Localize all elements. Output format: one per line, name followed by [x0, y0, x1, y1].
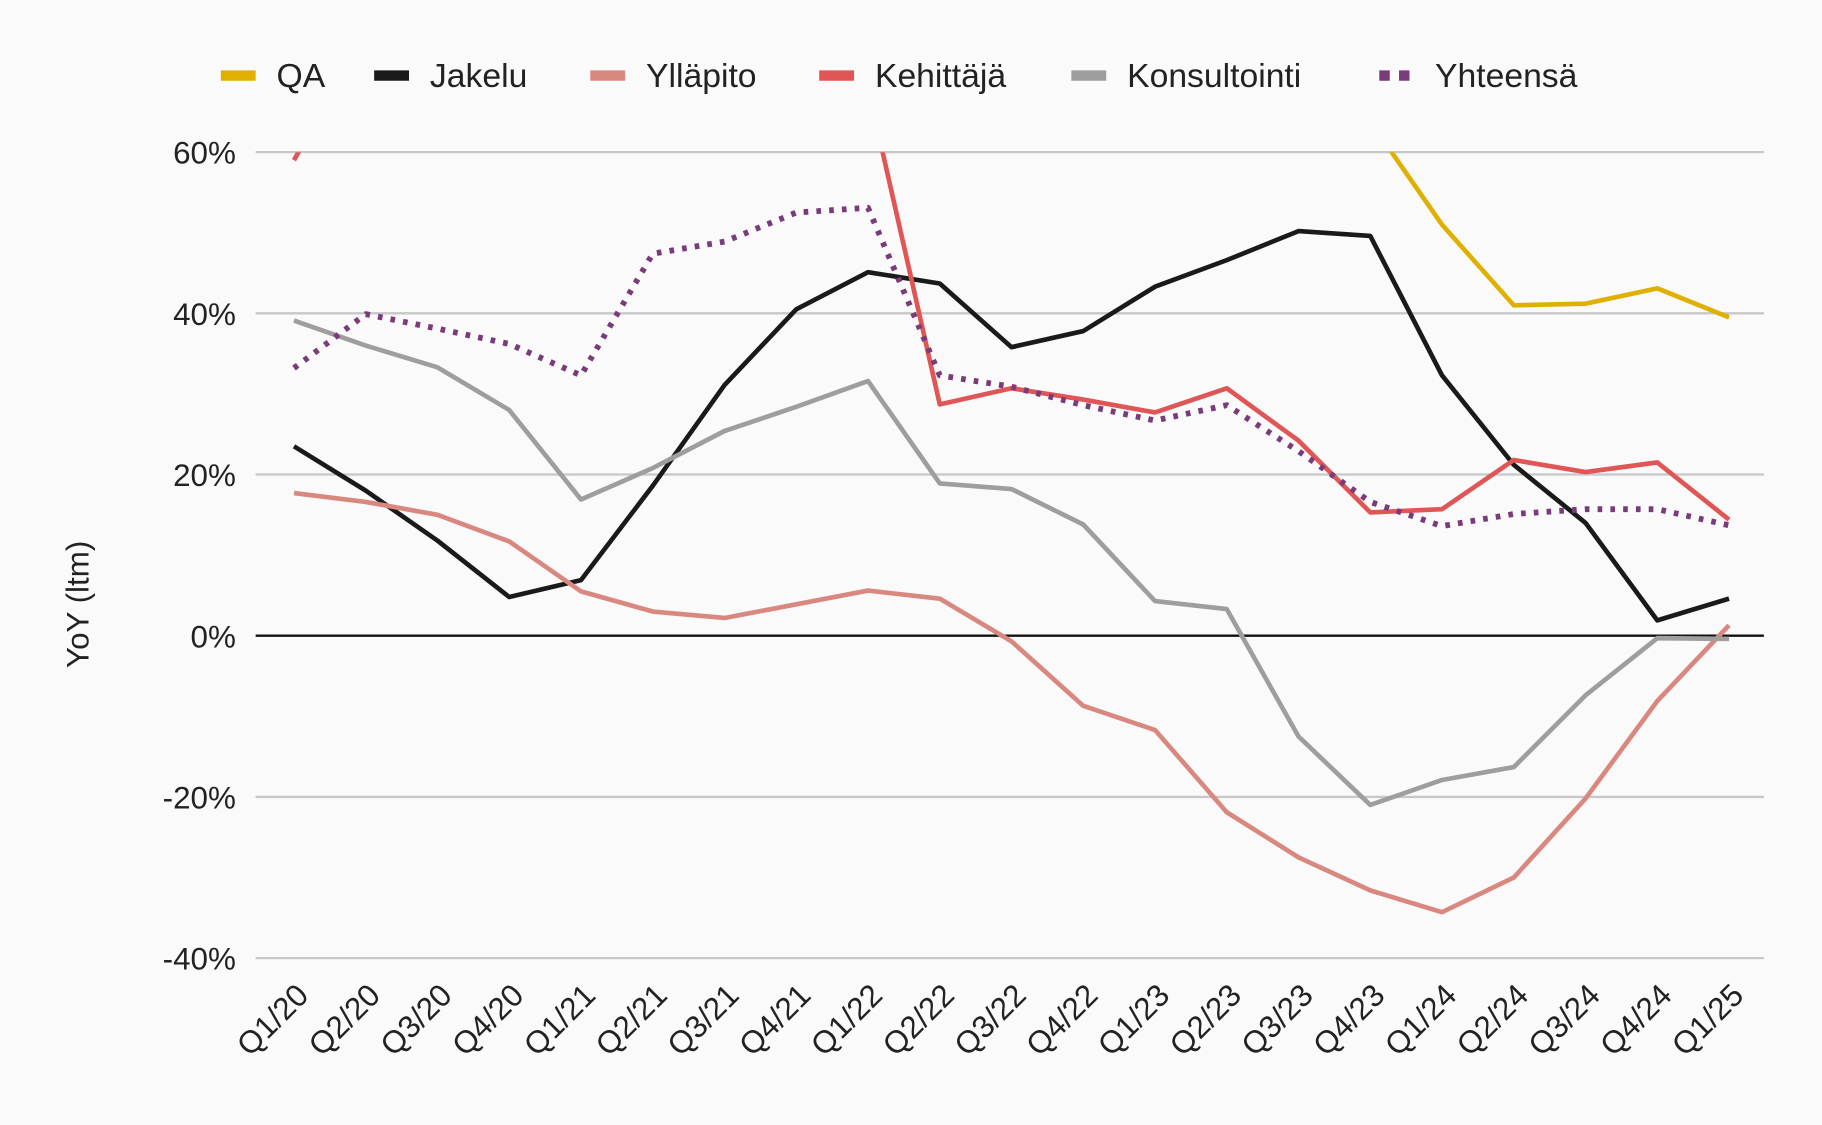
legend-label: Yhteensä	[1435, 57, 1578, 95]
legend-item-kehittäjä: Kehittäjä	[819, 57, 1006, 95]
series-line	[293, 490, 1731, 915]
series-konsultointi	[293, 318, 1730, 808]
series-line	[292, 228, 1730, 623]
legend-label: Kehittäjä	[875, 57, 1006, 95]
y-tick-label: 40%	[173, 297, 236, 332]
legend-item-jakelu: Jakelu	[374, 57, 527, 95]
legend-item-ylläpito: Ylläpito	[590, 57, 757, 95]
legend: QA Jakelu Ylläpito Kehittäjä Konsultointi Yht…	[220, 57, 1578, 95]
legend-label: QA	[277, 57, 326, 95]
legend-label: Konsultointi	[1127, 57, 1301, 95]
legend-item-qa: QA	[220, 57, 326, 95]
y-tick-label: 60%	[173, 136, 236, 171]
gridlines	[255, 150, 1764, 960]
series-line	[293, 318, 1730, 808]
y-tick-label: -20%	[163, 781, 236, 816]
legend-label: Ylläpito	[646, 57, 756, 95]
series-lines	[291, 152, 1731, 915]
y-tick-label: 0%	[191, 619, 236, 654]
series-ylläpito	[293, 490, 1731, 915]
y-axis-label: YoY (ltm)	[60, 541, 95, 668]
legend-label: Jakelu	[430, 57, 527, 95]
y-axis-ticks: 60% 40% 20% 0% -20% -40%	[163, 136, 236, 977]
y-tick-label: 20%	[173, 458, 236, 493]
series-jakelu	[292, 228, 1730, 623]
series-qa	[1388, 152, 1730, 320]
series-line	[1388, 152, 1730, 320]
legend-item-konsultointi: Konsultointi	[1071, 57, 1301, 95]
legend-item-yhteensä: Yhteensä	[1379, 57, 1578, 95]
y-tick-label: -40%	[163, 942, 236, 977]
